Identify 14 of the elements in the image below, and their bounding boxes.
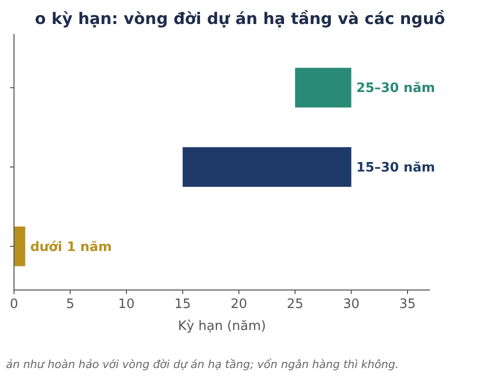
- x-tick-label: 5: [66, 297, 74, 312]
- data-label: dưới 1 năm: [30, 240, 112, 255]
- x-tick-label: 20: [230, 297, 248, 312]
- x-tick-label: 25: [286, 297, 304, 312]
- text: ản như hoàn hảo với vòng đời dự án hạ tầng; vốn ngân hàng thì không.: [6, 358, 399, 371]
- data-label: 25–30 năm: [356, 81, 436, 96]
- x-tick-label: 15: [174, 297, 191, 312]
- chart-title: o kỳ hạn: vòng đời dự án hạ tầng và các nguồ: [34, 9, 446, 28]
- x-tick-label: 10: [118, 297, 135, 312]
- data-label: 15–30 năm: [356, 160, 436, 176]
- x-tick-label: 30: [343, 297, 360, 312]
- x-tick-label: 35: [399, 297, 416, 312]
- x-axis-title: Kỳ hạn (năm): [178, 319, 266, 334]
- x-tick-label: 0: [10, 297, 18, 312]
